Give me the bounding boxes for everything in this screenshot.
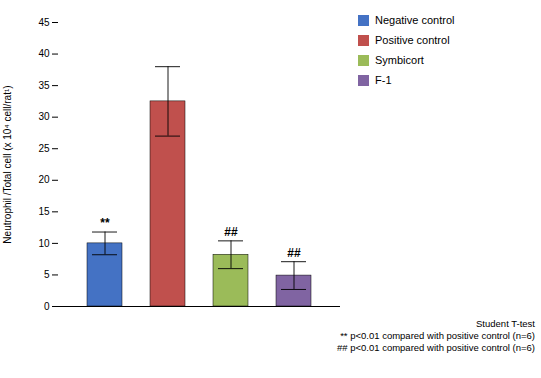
html-text:Student T-test: Student T-test [476, 318, 535, 329]
svg-text:35: 35 [38, 80, 50, 91]
svg-text:40: 40 [38, 48, 50, 59]
svg-text:0: 0 [44, 301, 50, 312]
svg-text:10: 10 [38, 238, 50, 249]
svg-text:25: 25 [38, 143, 50, 154]
svg-text:15: 15 [38, 206, 50, 217]
svg-text:##: ## [224, 225, 238, 239]
html-text:Symbicort: Symbicort [375, 54, 424, 66]
svg-text:5: 5 [44, 269, 50, 280]
svg-text:**: ** [100, 216, 110, 230]
html-text:Positive control: Positive control [375, 34, 450, 46]
svg-text:20: 20 [38, 174, 50, 185]
html-text:## p<0.01 compared with positi: ## p<0.01 compared with positive control… [337, 342, 535, 353]
svg-text:Neutrophil /Total cell (x 10⁴: Neutrophil /Total cell (x 10⁴ cell/rat¹) [2, 85, 13, 243]
svg-text:30: 30 [38, 111, 50, 122]
svg-text:##: ## [287, 246, 301, 260]
html-text:F-1: F-1 [375, 74, 392, 86]
svg-text:45: 45 [38, 17, 50, 28]
html-text:** p<0.01 compared with positi: ** p<0.01 compared with positive control… [340, 330, 535, 341]
html-text:Negative control: Negative control [375, 14, 455, 26]
